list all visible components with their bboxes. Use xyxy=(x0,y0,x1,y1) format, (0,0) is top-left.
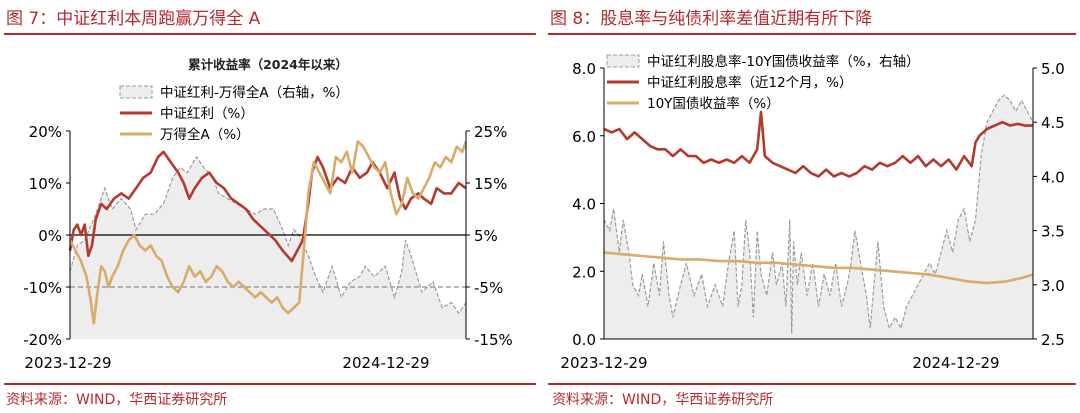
chart-7-title: 累计收益率（2024年以来） xyxy=(188,57,348,72)
chart-8-right-tick-label: 3.0 xyxy=(1041,277,1065,295)
chart-7-area-fill xyxy=(70,157,466,339)
chart-7-right-tick-label: 25% xyxy=(474,123,507,141)
chart-7-legend-label: 中证红利（%） xyxy=(160,106,254,122)
figure-7-source: 资料来源：WIND，华西证券研究所 xyxy=(6,392,228,408)
chart-8-series-1 xyxy=(603,110,1033,178)
figure-7-title: 图 7：中证红利本周跑赢万得全 A xyxy=(6,9,261,29)
chart-8-right-tick-label: 5.0 xyxy=(1041,60,1065,78)
chart-7-right-tick-label: -5% xyxy=(474,279,503,297)
chart-8-right-tick-label: 2.5 xyxy=(1041,331,1065,349)
chart-7-left-tick-label: 20% xyxy=(29,123,62,141)
chart-7-legend-swatch xyxy=(119,85,153,99)
figure-8-top-rule xyxy=(548,33,1076,35)
chart-7-legend-label: 万得全A（%） xyxy=(160,126,250,143)
chart-8-legend-label: 10Y国债收益率（%） xyxy=(647,95,780,112)
chart-8-legend-swatch xyxy=(606,54,640,68)
figure-7-bottom-rule xyxy=(4,383,536,385)
chart-8-area-fill xyxy=(604,95,1033,339)
figure-8-title: 图 8：股息率与纯债利率差值近期有所下降 xyxy=(550,9,873,29)
chart-7-series-1 xyxy=(68,150,467,263)
chart-8-x-tick-label: 2023-12-29 xyxy=(560,354,647,372)
chart-8-legend-label: 中证红利股息率（近12个月，%） xyxy=(647,74,853,91)
chart-7-area-series xyxy=(69,155,467,315)
chart-8: 8.0 6.0 4.0 2.0 0.0 5.0 4.5 4.0 3.5 3.0 2.5 2023-12… xyxy=(560,53,1064,372)
chart-7-left-tick-label: -20% xyxy=(23,331,62,349)
chart-8-right-tick-label: 3.5 xyxy=(1041,223,1065,241)
chart-7-x-tick-label: 2024-12-29 xyxy=(342,354,429,372)
chart-8-left-tick-label: 8.0 xyxy=(572,60,596,78)
chart-7-x-tick-label: 2023-12-29 xyxy=(24,354,111,372)
chart-8-left-tick-label: 2.0 xyxy=(572,263,596,281)
chart-8-left-tick-label: 6.0 xyxy=(572,128,596,146)
chart-8-right-tick-label: 4.0 xyxy=(1041,168,1065,186)
chart-7-legend-label: 中证红利-万得全A（右轴，%） xyxy=(160,84,349,101)
chart-8-series-2 xyxy=(603,251,1034,285)
figure-7-top-rule xyxy=(4,33,536,35)
chart-8-left-tick-label: 4.0 xyxy=(572,196,596,214)
chart-7-right-tick-label: -15% xyxy=(474,331,513,349)
chart-8-area-series xyxy=(603,94,1034,334)
chart-7-left-tick-label: -10% xyxy=(23,279,62,297)
chart-8-legend-label: 中证红利股息率-10Y国债收益率（%，右轴） xyxy=(647,53,920,70)
figure-8-source: 资料来源：WIND，华西证券研究所 xyxy=(552,392,774,408)
chart-7-left-tick-label: 10% xyxy=(29,175,62,193)
chart-8-right-tick-label: 4.5 xyxy=(1041,114,1065,132)
chart-7-right-tick-label: 15% xyxy=(474,175,507,193)
chart-7-series-2 xyxy=(68,140,468,325)
chart-7-right-tick-label: 5% xyxy=(474,227,498,245)
chart-7: 累计收益率（2024年以来） 20% 10% 0% -10% -20% 25% 15% 5% -5… xyxy=(23,57,513,372)
chart-7-left-tick-label: 0% xyxy=(38,227,62,245)
chart-8-left-tick-label: 0.0 xyxy=(572,331,596,349)
chart-8-x-tick-label: 2024-12-29 xyxy=(912,354,999,372)
figure-8-bottom-rule xyxy=(548,383,1076,385)
